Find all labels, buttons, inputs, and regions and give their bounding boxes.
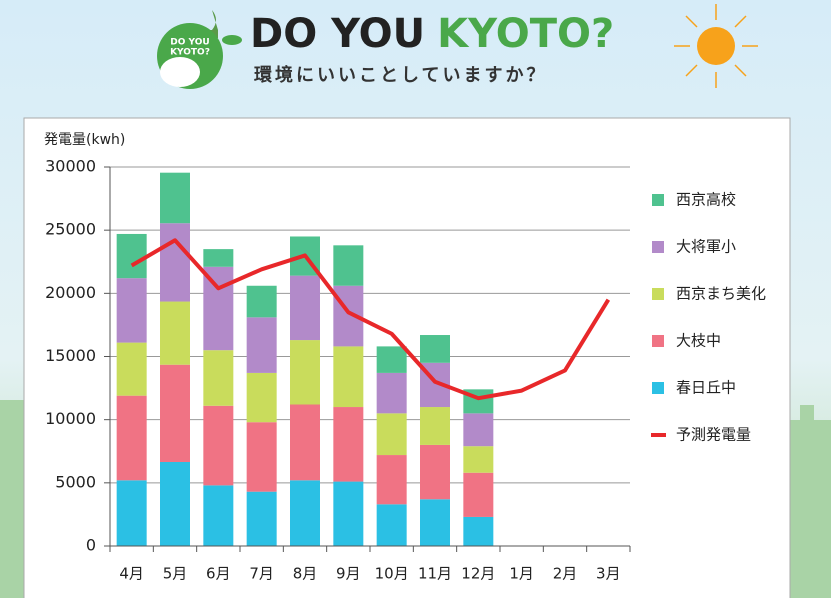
bar-segment [333, 482, 363, 546]
bar-segment [420, 445, 450, 499]
x-tick-label: 6月 [206, 565, 231, 583]
badge-text: DO YOU [170, 38, 209, 48]
bar-segment [247, 317, 277, 373]
legend-swatch [651, 433, 666, 437]
bar-segment [290, 340, 320, 404]
y-tick-label: 15000 [45, 346, 96, 365]
bar-segment [203, 485, 233, 546]
bar-segment [117, 480, 147, 546]
bar-segment [463, 517, 493, 546]
x-tick-label: 1月 [509, 565, 534, 583]
y-tick-label: 20000 [45, 283, 96, 302]
bar-segment [463, 473, 493, 517]
y-tick-label: 10000 [45, 409, 96, 428]
y-tick-label: 25000 [45, 220, 96, 239]
sun [674, 4, 758, 88]
bar-segment [463, 446, 493, 473]
bar-segment [117, 278, 147, 342]
x-tick-label: 12月 [461, 565, 495, 583]
bar-segment [117, 234, 147, 278]
bar-segment [333, 407, 363, 482]
legend-label: 西京高校 [676, 191, 736, 209]
screen: DO YOU KYOTO? DO YOUKYOTO? 環境にいいことしていますか… [0, 0, 831, 598]
bar-segment [420, 407, 450, 445]
legend-swatch [652, 382, 664, 394]
legend-swatch [652, 194, 664, 206]
bar-segment [420, 499, 450, 546]
x-tick-label: 4月 [119, 565, 144, 583]
legend-label: 予測発電量 [676, 426, 751, 444]
bar-segment [160, 365, 190, 462]
legend-swatch [652, 335, 664, 347]
bar-segment [247, 492, 277, 546]
bar-segment [160, 223, 190, 301]
bar-segment [203, 249, 233, 267]
x-tick-label: 9月 [336, 565, 361, 583]
bar-segment [290, 480, 320, 546]
title-part: KYOTO? [437, 11, 614, 57]
bar-segment [377, 455, 407, 504]
bar-segment [247, 422, 277, 491]
bar-segment [160, 173, 190, 224]
bar-segment [463, 413, 493, 446]
y-tick-label: 30000 [45, 157, 96, 176]
bar-segment [377, 504, 407, 546]
legend-label: 春日丘中 [676, 379, 736, 397]
x-tick-label: 11月 [418, 565, 452, 583]
y-axis-label: 発電量(kwh) [44, 132, 125, 148]
legend-swatch [652, 288, 664, 300]
bar-segment [290, 276, 320, 340]
legend-label: 大枝中 [676, 332, 721, 350]
bar-segment [333, 245, 363, 285]
legend-label: 西京まち美化 [676, 285, 766, 303]
bar-segment [117, 396, 147, 481]
title-part: DO YOU [250, 11, 425, 57]
bar-segment [160, 462, 190, 546]
y-tick-label: 0 [86, 536, 96, 555]
bar-segment [290, 405, 320, 481]
legend-swatch [652, 241, 664, 253]
y-tick-label: 5000 [55, 472, 96, 491]
x-tick-label: 3月 [596, 565, 621, 583]
bar-segment [203, 406, 233, 486]
legend-label: 大将軍小 [676, 238, 736, 256]
bar-segment [203, 350, 233, 406]
bar-segment [377, 413, 407, 455]
x-tick-label: 8月 [293, 565, 318, 583]
bar-segment [247, 286, 277, 318]
x-tick-label: 5月 [163, 565, 188, 583]
x-tick-label: 10月 [375, 565, 409, 583]
bar-segment [377, 346, 407, 373]
bar-segment [247, 373, 277, 422]
page: {"header": {"badge": ["DO YOU", "KYOTO?"… [0, 0, 831, 598]
bar-segment [420, 335, 450, 363]
x-tick-label: 2月 [553, 565, 578, 583]
bar-segment [117, 343, 147, 396]
x-tick-label: 7月 [249, 565, 274, 583]
bar-segment [333, 346, 363, 407]
badge-text: KYOTO? [170, 48, 210, 58]
bar-segment [160, 302, 190, 365]
bar-segment [377, 373, 407, 413]
subtitle: 環境にいいことしていますか？ [254, 64, 547, 86]
